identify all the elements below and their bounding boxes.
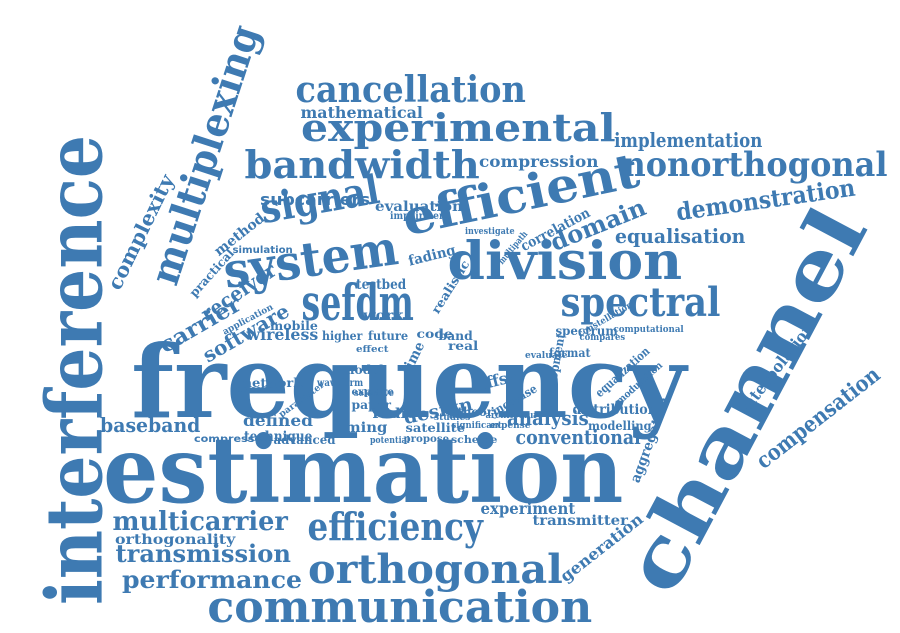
word-experiment: experiment — [480, 499, 576, 518]
word-analysis: analysis — [506, 406, 589, 430]
word-spectrum: spectrum — [555, 324, 618, 338]
word-effect: effect — [355, 344, 389, 355]
word-impairment: impairment — [389, 211, 450, 222]
word-explore: explore — [351, 387, 394, 398]
word-evaluation: evaluation — [375, 199, 463, 215]
word-selective: selective — [353, 388, 394, 399]
word-interference: interference — [28, 135, 120, 605]
word-compression: compression — [478, 152, 599, 171]
word-technique: technique — [244, 429, 313, 445]
word-wireless: wireless — [246, 325, 318, 344]
word-work: work — [362, 308, 404, 324]
word-computational: computational — [613, 324, 684, 335]
word-modelling: modelling — [587, 419, 652, 433]
word-significant: significant — [451, 420, 502, 431]
word-propose: propose — [403, 434, 449, 445]
word-implementation: implementation — [614, 128, 763, 152]
word-investigate: investigate — [464, 226, 515, 237]
word-waveform: waveform — [317, 378, 364, 389]
word-format: format — [548, 346, 591, 360]
word-testbed: testbed — [356, 277, 407, 293]
word-architecture: architecture — [484, 410, 543, 421]
word-efficiency: efficiency — [307, 504, 483, 549]
word-expense: expense — [490, 420, 531, 431]
word-real: real — [447, 339, 479, 353]
word-cancellation: cancellation — [295, 69, 526, 111]
word-frequency: frequency — [130, 323, 686, 441]
word-future: future — [368, 329, 409, 343]
word-conventional: conventional — [515, 425, 641, 449]
word-communication: communication — [207, 582, 593, 633]
word-estimation: estimation — [103, 416, 624, 524]
word-distribution: distribution — [572, 402, 657, 418]
word-compressed: compressed — [193, 434, 270, 445]
word-defined: defined — [242, 411, 314, 430]
word-equalisation: equalisation — [615, 224, 746, 248]
word-experimental: experimental — [300, 105, 616, 150]
word-code: code — [415, 327, 453, 341]
word-orthogonality: orthogonality — [114, 532, 236, 548]
word-higher: higher — [322, 329, 363, 343]
word-studies: studies — [434, 412, 471, 423]
word-model: model — [341, 363, 384, 377]
word-network: network — [242, 376, 302, 390]
word-radio: radio — [372, 406, 416, 422]
word-spectral: spectral — [559, 279, 720, 326]
word-bandwidth: bandwidth — [244, 142, 480, 187]
word-sefdm: sefdm — [301, 273, 414, 332]
word-advanced: advanced — [273, 433, 335, 447]
word-division: division — [447, 231, 683, 292]
word-performance: performance — [121, 565, 302, 594]
word-simulation: simulation — [231, 245, 293, 256]
word-compares: compares — [578, 332, 625, 343]
word-transmitter: transmitter — [532, 513, 628, 529]
word-band: band — [438, 329, 473, 343]
word-transmission: transmission — [115, 539, 291, 568]
word-multicarrier: multicarrier — [112, 507, 288, 537]
word-theory: theory — [456, 405, 500, 419]
word-detection: detection — [235, 384, 280, 395]
word-subcarriers: subcarriers — [260, 190, 371, 209]
word-evaluate: evaluate — [525, 350, 568, 361]
word-scheme: scheme — [450, 435, 498, 446]
word-orthogonal: orthogonal — [307, 546, 563, 593]
word-nonorthogonal: nonorthogonal — [622, 145, 888, 185]
word-mathematical: mathematical — [299, 103, 423, 122]
word-mobile: mobile — [270, 319, 318, 333]
word-potential: potential — [369, 435, 410, 446]
word-timing: timing — [332, 420, 388, 436]
word-paper: paper — [350, 398, 391, 412]
word-baseband: baseband — [100, 413, 201, 437]
word-satellite: satellite — [405, 421, 465, 435]
